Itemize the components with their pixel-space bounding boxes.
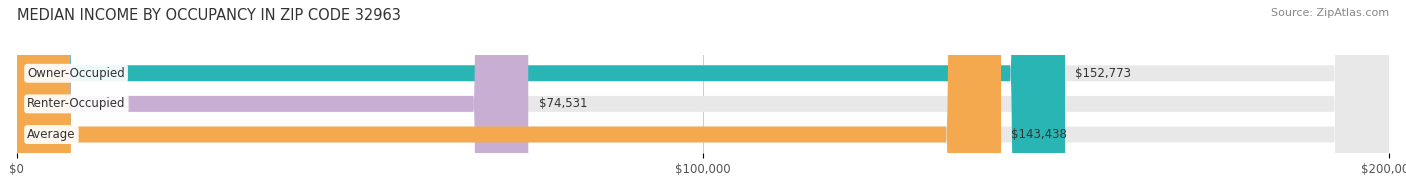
FancyBboxPatch shape [17, 0, 1066, 196]
FancyBboxPatch shape [17, 0, 1389, 196]
Text: $152,773: $152,773 [1076, 67, 1132, 80]
Text: $143,438: $143,438 [1011, 128, 1067, 141]
FancyBboxPatch shape [17, 0, 529, 196]
Text: Renter-Occupied: Renter-Occupied [27, 97, 125, 110]
FancyBboxPatch shape [17, 0, 1389, 196]
FancyBboxPatch shape [17, 0, 1001, 196]
Text: $74,531: $74,531 [538, 97, 588, 110]
Text: Source: ZipAtlas.com: Source: ZipAtlas.com [1271, 8, 1389, 18]
Text: Average: Average [27, 128, 76, 141]
Text: MEDIAN INCOME BY OCCUPANCY IN ZIP CODE 32963: MEDIAN INCOME BY OCCUPANCY IN ZIP CODE 3… [17, 8, 401, 23]
Text: Owner-Occupied: Owner-Occupied [27, 67, 125, 80]
FancyBboxPatch shape [17, 0, 1389, 196]
